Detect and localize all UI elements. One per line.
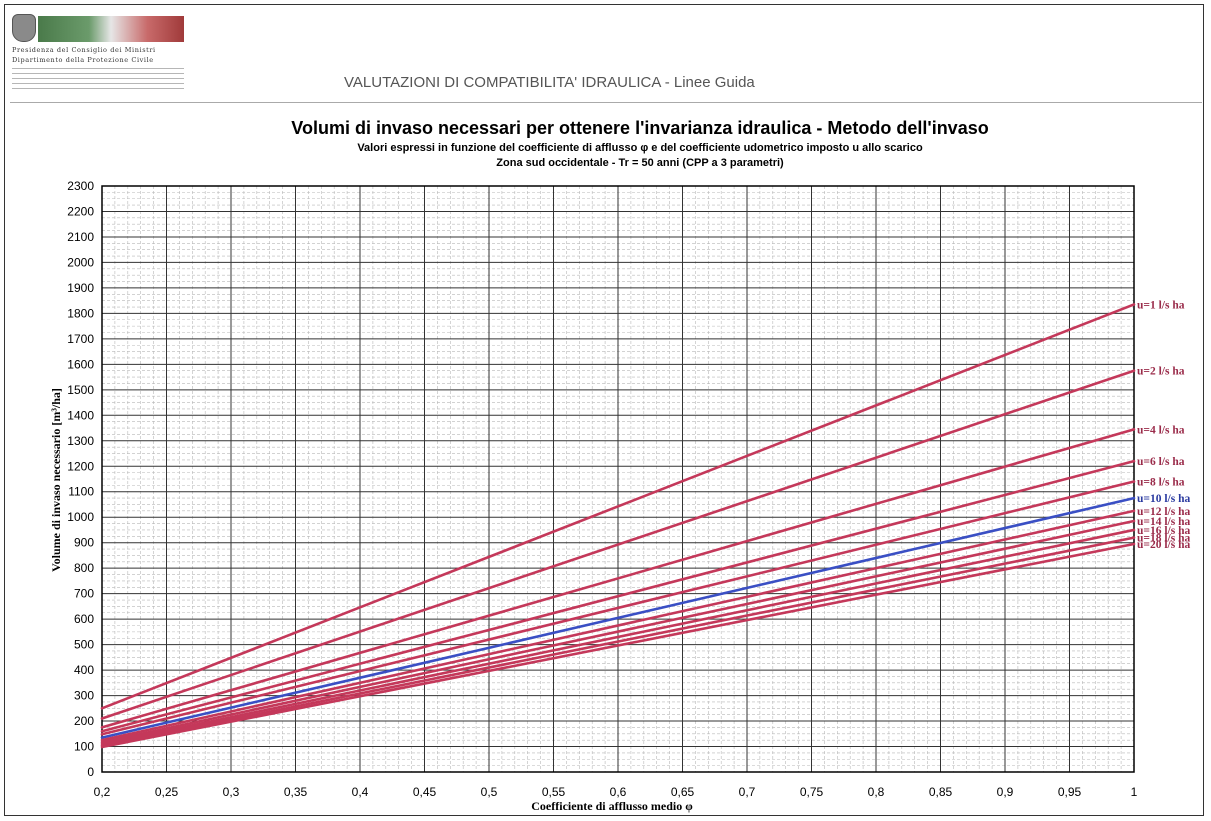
x-tick-label: 0,75 — [800, 785, 824, 799]
series-line — [100, 509, 1136, 742]
series-lines — [100, 303, 1136, 749]
flag-banner — [38, 16, 184, 42]
y-tick-label: 1100 — [68, 485, 94, 499]
x-tick-label: 1 — [1131, 785, 1138, 799]
series-label: u=8 l/s ha — [1137, 477, 1185, 489]
series-line — [100, 519, 1136, 744]
y-tick-label: 200 — [74, 714, 94, 728]
series-labels: u=1 l/s ha u=2 l/s ha u=4 l/s ha u=6 l/s ha… — [1137, 299, 1190, 550]
y-tick-label: 1900 — [67, 281, 94, 295]
x-tick-label: 0,95 — [1058, 785, 1082, 799]
series-label: u=16 l/s ha — [1137, 525, 1190, 537]
y-tick-label: 2300 — [67, 179, 94, 193]
y-tick-labels: 0 100 200 300 400 500 600 700 800 900 1000 1100 1200… — [67, 179, 94, 779]
y-tick-label: 500 — [74, 638, 94, 652]
x-axis-label: Coefficiente di afflusso medio φ — [531, 799, 693, 813]
x-tick-labels: 0,2 0,25 0,3 0,35 0,4 0,45 0,5 0,55 0,6 0,65 0,7 0,… — [94, 785, 1138, 799]
y-tick-label: 1200 — [67, 459, 94, 473]
y-tick-label: 1400 — [67, 408, 94, 422]
x-tick-label: 0,7 — [739, 785, 756, 799]
y-tick-label: 300 — [74, 689, 94, 703]
x-tick-label: 0,6 — [610, 785, 627, 799]
x-tick-label: 0,65 — [671, 785, 695, 799]
emblem-icon — [12, 14, 36, 42]
series-label: u=1 l/s ha — [1137, 299, 1185, 311]
series-line — [100, 369, 1136, 720]
y-tick-label: 1600 — [67, 357, 94, 371]
series-label: u=6 l/s ha — [1137, 456, 1185, 468]
y-tick-label: 2200 — [67, 204, 94, 218]
series-label: u=20 l/s ha — [1137, 539, 1190, 551]
series-line — [100, 480, 1136, 736]
y-tick-label: 1000 — [67, 510, 94, 524]
y-axis-label: Volume di invaso necessario [m³/ha] — [49, 388, 63, 572]
y-tick-label: 1300 — [67, 434, 94, 448]
logo-line-1: Presidenza del Consiglio dei Ministri — [12, 46, 156, 54]
x-tick-label: 0,3 — [223, 785, 240, 799]
y-tick-label: 800 — [74, 561, 94, 575]
y-tick-label: 1800 — [67, 306, 94, 320]
x-tick-label: 0,25 — [155, 785, 179, 799]
x-tick-label: 0,5 — [481, 785, 498, 799]
series-label: u=18 l/s ha — [1137, 533, 1190, 545]
x-tick-label: 0,4 — [352, 785, 369, 799]
chart-subtitle: Valori espressi in funzione del coeffici… — [357, 142, 923, 154]
series-label: u=4 l/s ha — [1137, 424, 1185, 436]
series-line — [100, 528, 1136, 746]
x-tick-label: 0,2 — [94, 785, 111, 799]
y-tick-label: 700 — [74, 587, 94, 601]
y-tick-label: 600 — [74, 612, 94, 626]
series-label: u=10 l/s ha — [1137, 493, 1190, 505]
x-tick-label: 0,35 — [284, 785, 308, 799]
chart-title: Volumi di invaso necessari per ottenere … — [291, 118, 988, 138]
x-tick-label: 0,45 — [413, 785, 437, 799]
document-header: VALUTAZIONI DI COMPATIBILITA' IDRAULICA … — [344, 74, 755, 91]
y-tick-label: 2000 — [67, 255, 94, 269]
logo-fine-print — [12, 68, 184, 90]
series-label: u=2 l/s ha — [1137, 366, 1185, 378]
series-line — [100, 536, 1136, 747]
x-tick-label: 0,55 — [542, 785, 566, 799]
page-frame — [4, 4, 1204, 816]
x-tick-label: 0,85 — [929, 785, 953, 799]
series-label: u=12 l/s ha — [1137, 506, 1190, 518]
x-tick-label: 0,9 — [997, 785, 1014, 799]
y-tick-label: 2100 — [67, 230, 94, 244]
x-tick-label: 0,8 — [868, 785, 885, 799]
y-tick-label: 100 — [74, 740, 94, 754]
series-line — [100, 428, 1136, 729]
y-tick-label: 1700 — [67, 332, 94, 346]
series-line — [100, 542, 1136, 749]
plot-frame — [101, 185, 1135, 773]
series-label: u=14 l/s ha — [1137, 516, 1190, 528]
series-line — [100, 459, 1136, 733]
y-tick-label: 0 — [87, 765, 94, 779]
y-tick-label: 400 — [74, 663, 94, 677]
y-tick-label: 1500 — [67, 383, 94, 397]
series-line — [100, 496, 1136, 739]
header-divider — [10, 102, 1202, 103]
series-line — [100, 303, 1136, 710]
chart-subtitle-2: Zona sud occidentale - Tr = 50 anni (CPP… — [496, 157, 784, 169]
government-logo: Presidenza del Consiglio dei Ministri Di… — [10, 12, 186, 92]
y-tick-label: 900 — [74, 536, 94, 550]
logo-line-2: Dipartimento della Protezione Civile — [12, 56, 154, 64]
